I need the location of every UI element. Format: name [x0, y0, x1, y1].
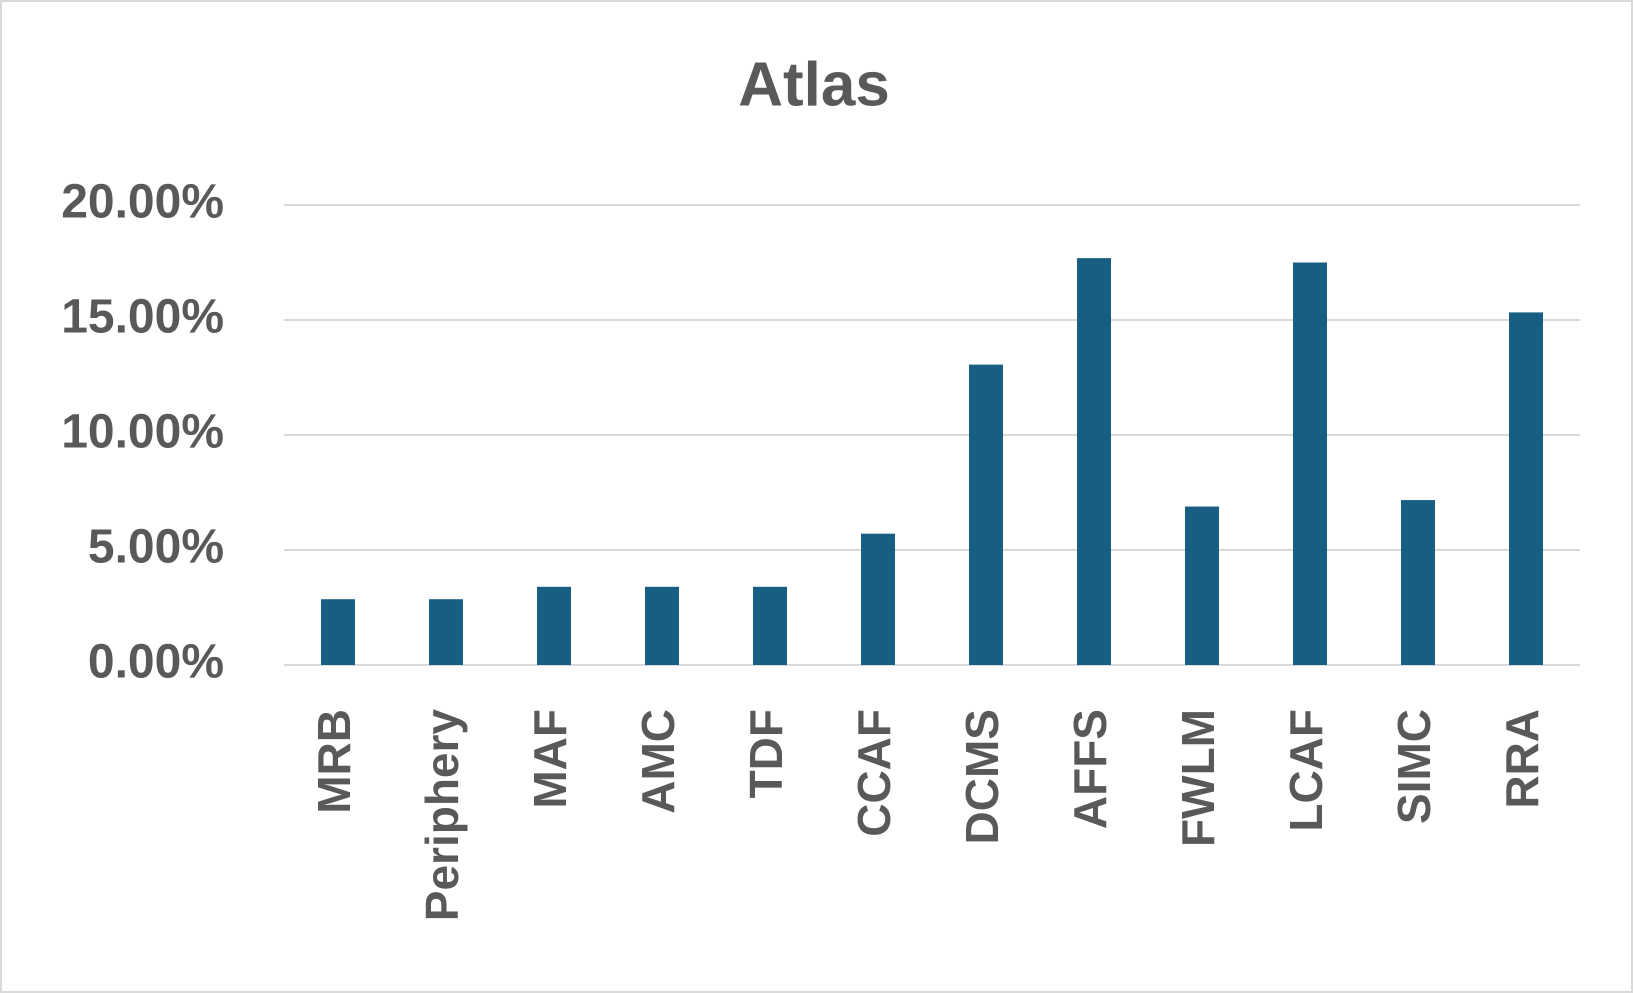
bar — [537, 586, 571, 665]
bar — [1401, 500, 1435, 665]
x-tick-label: MRB — [308, 709, 360, 814]
bar — [645, 586, 679, 665]
y-tick-label: 20.00% — [61, 176, 224, 229]
bar — [861, 533, 895, 665]
x-tick-label: AMC — [632, 709, 684, 814]
x-tick-label: LCAF — [1280, 709, 1332, 832]
x-tick-label: DCMS — [956, 709, 1008, 844]
x-tick-label: MAF — [524, 709, 576, 809]
bar — [753, 586, 787, 665]
x-tick-label: FWLM — [1172, 709, 1224, 847]
chart-title: Atlas — [738, 50, 890, 119]
bar — [429, 599, 463, 665]
x-tick-label: CCAF — [848, 709, 900, 837]
x-tick-label: SIMC — [1388, 709, 1440, 824]
y-tick-label: 0.00% — [88, 636, 224, 689]
x-tick-label: RRA — [1496, 709, 1548, 809]
y-tick-label: 10.00% — [61, 406, 224, 459]
bar — [321, 599, 355, 665]
bar — [1293, 262, 1327, 665]
bar — [1185, 506, 1219, 665]
x-tick-label: AFFS — [1064, 709, 1116, 829]
bar — [1077, 258, 1111, 665]
x-tick-label: Periphery — [416, 709, 468, 922]
y-tick-label: 15.00% — [61, 291, 224, 344]
y-tick-label: 5.00% — [88, 521, 224, 574]
x-tick-label: TDF — [740, 709, 792, 798]
bar — [969, 364, 1003, 665]
bar — [1509, 312, 1543, 665]
